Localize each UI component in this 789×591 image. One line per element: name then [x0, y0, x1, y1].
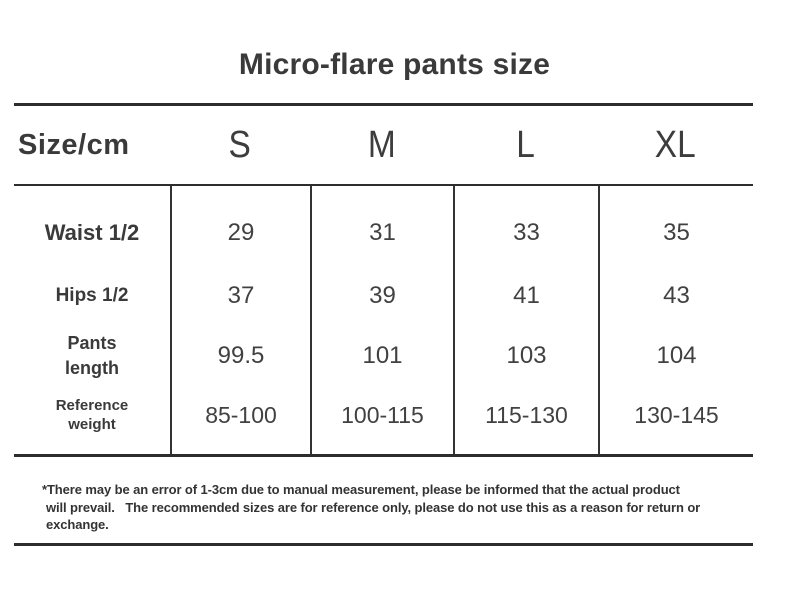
cell-weight-m: 100-115: [310, 388, 453, 454]
table-bottom-divider: [14, 454, 753, 457]
column-header-xl: XL: [598, 124, 753, 167]
row-label-reference-weight: Reference weight: [55, 397, 129, 433]
cell-weight-l: 115-130: [453, 388, 598, 454]
cell-weight-xl: 130-145: [598, 388, 753, 454]
header-divider: [14, 184, 753, 186]
footnote-bottom-divider: [14, 543, 753, 546]
cell-length-m: 101: [310, 324, 453, 388]
title-divider: [14, 103, 753, 106]
cell-waist-m: 31: [310, 186, 453, 268]
column-header-l: L: [453, 124, 598, 167]
column-header-l-label: L: [516, 123, 535, 166]
page-title: Micro-flare pants size: [238, 48, 551, 81]
column-header-s-label: S: [228, 123, 252, 166]
column-header-m-label: M: [367, 123, 396, 166]
row-label-waist: Waist 1/2: [44, 220, 140, 245]
cell-waist-l: 33: [453, 186, 598, 268]
size-unit-header: Size/cm: [18, 128, 130, 161]
cell-hips-xl: 43: [598, 268, 753, 324]
cell-hips-l: 41: [453, 268, 598, 324]
cell-length-xl: 104: [598, 324, 753, 388]
disclaimer-footnote: *There may be an error of 1-3cm due to m…: [42, 481, 756, 534]
cell-waist-xl: 35: [598, 186, 753, 268]
row-label-hips: Hips 1/2: [55, 285, 129, 306]
cell-hips-s: 37: [170, 268, 310, 324]
column-header-m: M: [310, 124, 453, 167]
cell-hips-m: 39: [310, 268, 453, 324]
row-label-pants-length: Pants length: [65, 333, 119, 378]
footnote-line: will prevail. The recommended sizes are …: [46, 499, 701, 515]
table-header-row: Size/cm S M L XL: [14, 106, 753, 184]
footnote-line: *There may be an error of 1-3cm due to m…: [42, 482, 680, 497]
cell-weight-s: 85-100: [170, 388, 310, 454]
column-header-s: S: [170, 124, 310, 167]
footnote-line: exchange.: [46, 517, 109, 532]
size-table-body: Waist 1/2 29 31 33 35 Hips 1/2 37 39 41 …: [14, 186, 753, 454]
cell-waist-s: 29: [170, 186, 310, 268]
cell-length-s: 99.5: [170, 324, 310, 388]
cell-length-l: 103: [453, 324, 598, 388]
column-header-xl-label: XL: [655, 123, 696, 166]
